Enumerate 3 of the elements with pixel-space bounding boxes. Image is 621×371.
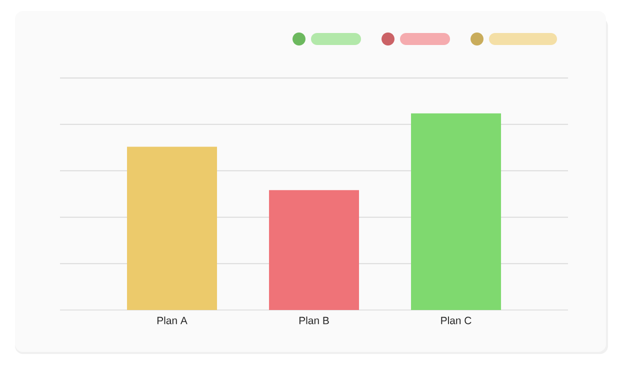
x-tick-label: Plan A — [157, 316, 188, 324]
x-tick-label: Plan B — [299, 316, 329, 324]
x-tick-label: Plan C — [441, 316, 472, 324]
